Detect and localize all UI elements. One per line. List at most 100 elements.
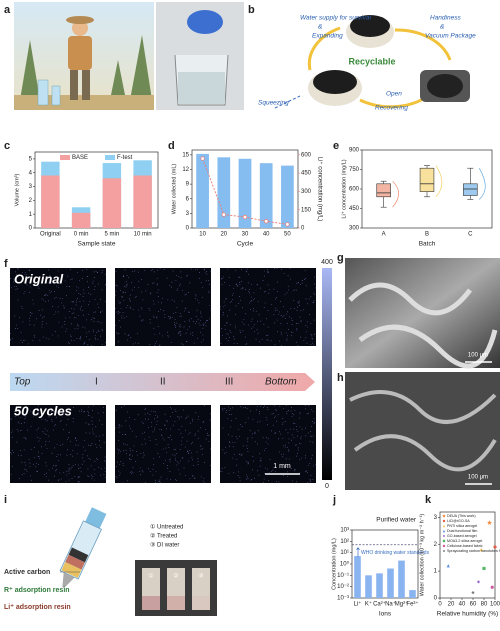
y-tick-label: 6 <box>186 196 190 202</box>
line-point <box>264 219 269 224</box>
x-tick-label: 5 min <box>105 232 120 238</box>
y-tick-label: 300 <box>349 226 360 232</box>
scatter-point <box>479 548 483 552</box>
x-axis-label: Cycle <box>237 241 254 248</box>
violin-outline <box>479 168 486 200</box>
x-tick-label: Na⁺ <box>385 601 396 608</box>
scatter-point <box>482 566 486 571</box>
vial-label: ① <box>148 573 153 580</box>
panel-label: j <box>332 494 336 506</box>
bar <box>387 568 394 598</box>
y-axis-label: Water collected (mL) <box>171 164 177 215</box>
bar <box>409 590 416 598</box>
legend-marker <box>442 514 446 518</box>
y2-tick-label: 150 <box>301 207 312 213</box>
panel-a-image <box>14 2 244 110</box>
x-tick-label: Ca²⁺ <box>373 601 386 608</box>
x-tick-label: 40 <box>263 232 270 238</box>
chart-title: Purified water <box>376 517 417 524</box>
y-tick-label: 2 <box>434 542 438 548</box>
scatter-point <box>490 585 494 589</box>
y-tick-label: 750 <box>349 167 360 173</box>
b-center: Recyclable <box>348 56 395 66</box>
i-legend: ② Treated <box>150 533 177 540</box>
y-tick-label: 9 <box>186 182 190 188</box>
x-axis-label: Batch <box>419 241 436 248</box>
legend-label: BASE <box>72 155 88 161</box>
legend-label: F-test <box>117 155 133 161</box>
panel-label: i <box>4 494 7 506</box>
colorbar-label: 0 <box>325 483 329 490</box>
x-tick-label: 40 <box>459 602 466 608</box>
y-axis-label: Li⁺ concentration (mg/L) <box>340 159 347 218</box>
y-tick-label: 4 <box>29 170 33 176</box>
panel-label: d <box>168 140 175 152</box>
b-text: Expanding <box>312 33 343 40</box>
y2-tick-label: 600 <box>301 152 312 158</box>
y-tick-label: 10⁻² <box>337 584 349 590</box>
x-tick-label: Original <box>40 232 61 238</box>
gradient-stage: II <box>160 377 166 388</box>
sem-images <box>345 258 500 490</box>
bar <box>41 175 60 228</box>
reference-arrow <box>356 547 360 557</box>
i-legend: ① Untreated <box>150 524 183 531</box>
legend-label: LiCl@rGO-SA <box>447 519 470 523</box>
y-tick-label: 1 <box>29 212 33 218</box>
y-tick-label: 3 <box>434 515 438 521</box>
scatter-point <box>471 591 475 595</box>
plot-frame <box>34 151 159 229</box>
line-point <box>221 212 226 217</box>
x-tick-label: 50 <box>284 232 291 238</box>
scale-bar-label: 100 μm <box>468 353 488 359</box>
x-tick-label: K⁺ <box>365 601 372 608</box>
b-text: & <box>440 24 444 31</box>
x-tick-label: 0 <box>438 602 442 608</box>
line-point <box>200 156 205 161</box>
legend-marker <box>442 534 446 538</box>
bar <box>376 573 383 598</box>
b-text: Squeezing <box>258 100 289 107</box>
map-speckle <box>220 405 317 484</box>
y-tick-label: 10³ <box>340 528 349 534</box>
legend-label: PNTI silica aerogel <box>447 524 477 528</box>
panel-label: f <box>4 258 8 270</box>
panel-label: a <box>4 4 11 16</box>
bar <box>102 178 122 228</box>
scatter-point <box>476 580 481 584</box>
x-tick-label: Mg²⁺ <box>395 601 409 608</box>
x-tick-label: A <box>382 232 386 238</box>
b-text: Water supply for survival <box>300 15 372 22</box>
legend-marker <box>442 544 446 548</box>
legend-label: Dual functional film <box>447 529 477 533</box>
legend-label: Cellulose-based fabric <box>447 544 483 548</box>
panel-label: h <box>337 372 344 384</box>
panel-label: c <box>4 140 10 152</box>
legend-label: MOA3-2 silica aerogel <box>447 539 483 543</box>
x-axis-label: Relative humidity (%) <box>437 611 498 618</box>
b-text: Vacuum Package <box>425 33 476 40</box>
line-point <box>285 222 290 227</box>
legend-swatch <box>60 155 70 160</box>
y-tick-label: 0 <box>29 226 33 232</box>
x-tick-label: 10 <box>199 232 206 238</box>
panel-label: b <box>248 4 255 16</box>
legend-label: DEUA (This work) <box>447 514 476 518</box>
y-tick-label: 15 <box>182 152 189 158</box>
x-tick-label: 80 <box>481 602 488 608</box>
panel-label: e <box>333 140 339 152</box>
gradient-start: Top <box>14 377 31 388</box>
bar <box>71 212 91 228</box>
x-axis-label: Sample state <box>78 241 116 248</box>
y-tick-label: 3 <box>29 184 33 190</box>
x-tick-label: Li⁺ <box>354 601 362 608</box>
y-tick-label: 10⁻¹ <box>337 573 349 579</box>
b-text: Handiness <box>430 15 461 22</box>
y-axis-label: Concentration (mg/L) <box>331 538 337 590</box>
legend-swatch <box>105 155 115 160</box>
legend-marker <box>442 529 446 533</box>
y-tick-label: 12 <box>182 167 189 173</box>
bar <box>133 175 152 228</box>
bar <box>259 163 273 228</box>
